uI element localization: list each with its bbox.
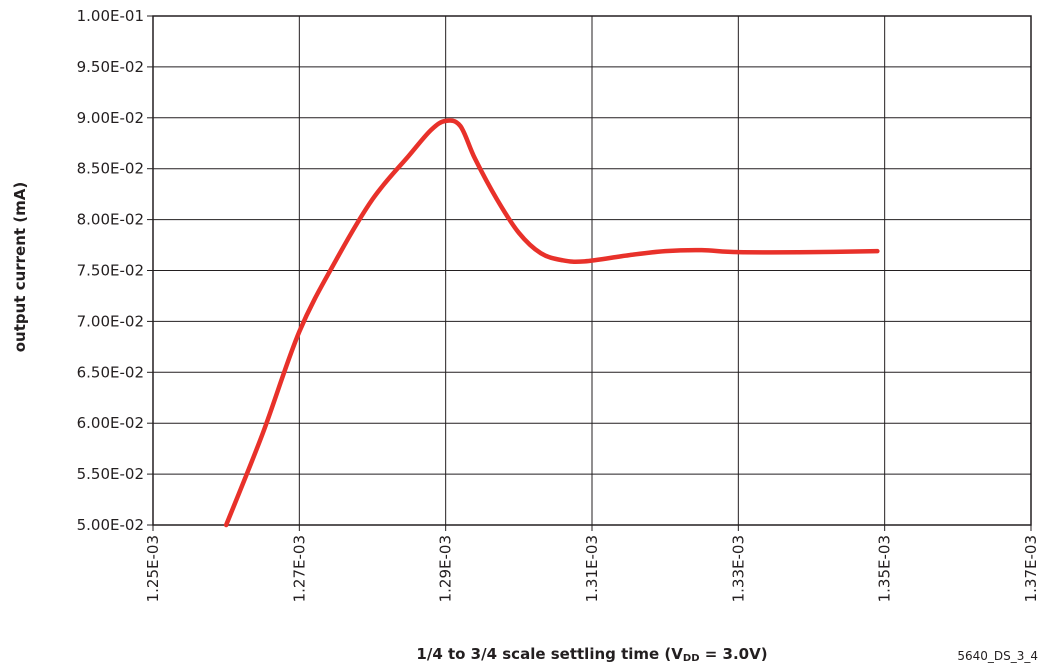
y-tick-label: 5.00E-02 [77, 516, 144, 534]
x-tick-label: 1.31E-03 [583, 535, 601, 602]
x-tick-label: 1.37E-03 [1022, 535, 1040, 602]
gridlines [152, 15, 1032, 526]
x-axis-title-text: 1/4 to 3/4 scale settling time (V [416, 645, 683, 663]
y-tick-label: 9.50E-02 [77, 58, 144, 76]
y-tick-label: 8.00E-02 [77, 211, 144, 229]
y-tick-label: 6.50E-02 [77, 363, 144, 381]
x-tick-label: 1.29E-03 [437, 535, 455, 602]
x-axis-title-suffix: = 3.0V) [700, 645, 768, 663]
y-tick-label: 6.00E-02 [77, 414, 144, 432]
x-tick-label: 1.27E-03 [290, 535, 308, 602]
y-tick-label: 7.00E-02 [77, 312, 144, 330]
series-line [223, 118, 880, 528]
y-tick-label: 5.50E-02 [77, 465, 144, 483]
y-tick-label: 9.00E-02 [77, 109, 144, 127]
x-axis-title: 1/4 to 3/4 scale settling time (VDD = 3.… [416, 645, 767, 664]
figure-id-label: 5640_DS_3_4 [957, 649, 1038, 663]
axis-ticks: 5.00E-02 5.50E-02 6.00E-02 6.50E-02 7.00E-02… [77, 7, 1040, 602]
x-axis-title-subscript: DD [683, 653, 700, 664]
y-tick-label: 8.50E-02 [77, 160, 144, 178]
series-group [223, 118, 880, 528]
x-tick-label: 1.33E-03 [729, 535, 747, 602]
y-axis-title: output current (mA) [11, 182, 29, 353]
x-tick-label: 1.25E-03 [144, 535, 162, 602]
y-tick-label: 7.50E-02 [77, 262, 144, 280]
x-tick-label: 1.35E-03 [876, 535, 894, 602]
y-tick-label: 1.00E-01 [77, 7, 144, 25]
